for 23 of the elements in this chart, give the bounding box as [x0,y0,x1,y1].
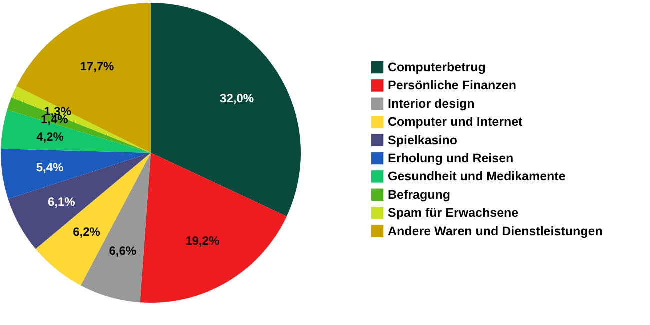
data-label: 5,4% [36,160,64,175]
data-label: 19,2% [186,234,220,248]
pie-slice [36,153,151,286]
pie-slice [140,153,287,303]
legend-label: Persönliche Finanzen [388,78,517,93]
legend-label: Gesundheit und Medikamente [388,170,566,184]
legend-label: Computerbetrug [388,60,486,74]
legend-label: Erholung und Reisen [388,152,514,166]
data-label: 4,2% [36,130,64,144]
data-label: 32,0% [220,91,254,106]
legend-label: Computer und Internet [388,115,524,130]
pie-slice [1,149,151,200]
data-label: 6,1% [48,195,76,210]
legend-label: Spielkasino [388,133,458,148]
pie-slice [151,3,301,217]
legend-label: Andere Waren und Dienstleistungen [388,224,603,238]
legend-label: Befragung [388,188,450,202]
data-label: 17,7% [80,59,115,74]
legend-label: Spam für Erwachsene [388,206,519,220]
data-label: 6,2% [73,225,101,240]
pie-slice [16,3,151,153]
data-label: 6,6% [109,244,137,258]
legend-label: Interior design [388,96,475,111]
